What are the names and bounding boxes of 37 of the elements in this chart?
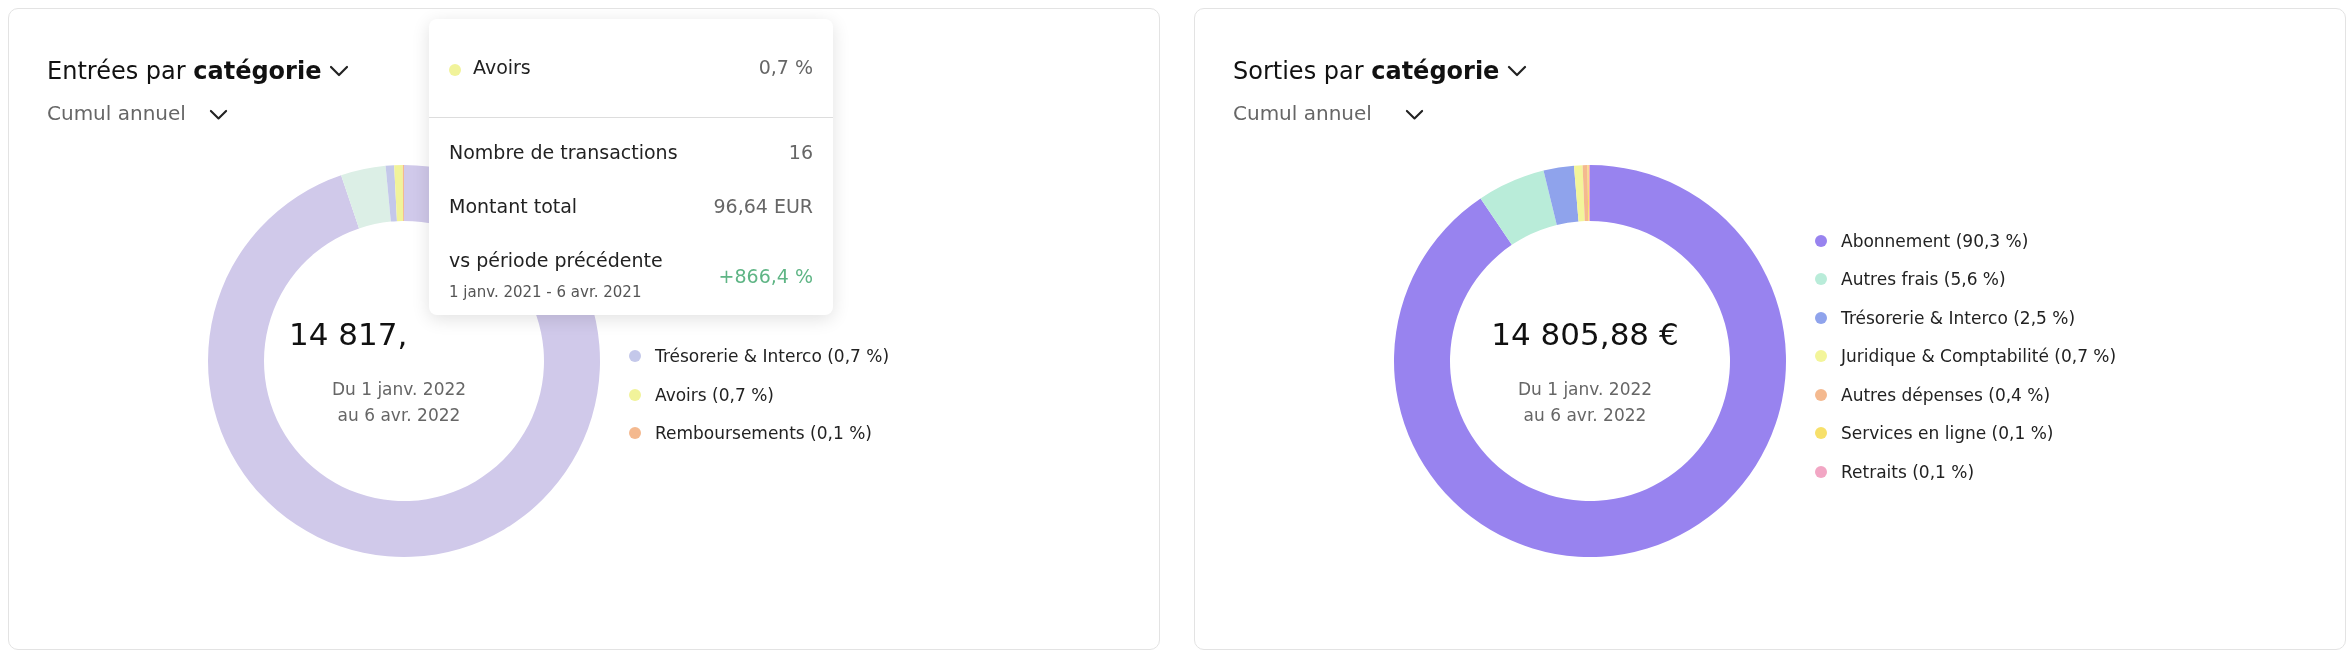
donut-slice — [1394, 165, 1786, 557]
legend-label: Remboursements (0,1 %) — [655, 423, 872, 443]
text: Nombre de transactions — [449, 141, 678, 163]
text: 16 — [788, 141, 813, 163]
legend-label: Trésorerie & Interco (2,5 %) — [1841, 307, 2076, 328]
donut-slice — [1543, 165, 1579, 225]
legend-label: Abonnement (90,3 %) — [1841, 230, 2029, 251]
text: 1 janv. 2021 - 6 avr. 2021 — [449, 283, 642, 301]
chart-title: Entrées par catégorie — [47, 57, 322, 85]
chart-subtitle: Cumul annuel — [1233, 101, 1372, 125]
text: Du 1 janv. 2022 — [1516, 379, 1654, 399]
legend-label: Juridique & Comptabilité (0,7 %) — [1841, 346, 2117, 366]
legend-label: Autres dépenses (0,4 %) — [1841, 384, 2051, 405]
donut-slice — [385, 165, 397, 222]
text: Avoirs — [473, 56, 531, 78]
text: au 6 avr. 2022 — [1522, 405, 1648, 425]
text: 14 817, — [289, 316, 408, 352]
text: au 6 avr. 2022 — [336, 405, 462, 425]
legend-label: Services en ligne (0,1 %) — [1841, 423, 2054, 443]
legend-label: Trésorerie & Interco (0,7 %) — [655, 346, 890, 366]
text: 96,64 EUR — [713, 195, 813, 217]
donut-slice — [1480, 170, 1557, 245]
legend-label: Avoirs (0,7 %) — [655, 384, 774, 405]
text: 0,7 % — [758, 56, 813, 78]
chart-subtitle: Cumul annuel — [47, 101, 186, 125]
text: 14 805,88 € — [1490, 316, 1680, 352]
text: Montant total — [449, 195, 578, 217]
text: +866,4 % — [718, 265, 813, 287]
donut-slice — [341, 165, 391, 229]
legend-label: Autres frais (5,6 %) — [1841, 269, 2006, 289]
legend-label: Retraits (0,1 %) — [1841, 461, 1975, 482]
donut-slice — [394, 165, 404, 222]
donut-slice — [1582, 165, 1589, 222]
chart-title: Sorties par catégorie — [1233, 57, 1500, 85]
text: vs période précédente — [449, 249, 663, 271]
text: Du 1 janv. 2022 — [330, 379, 468, 399]
donut-slice — [1573, 165, 1585, 222]
